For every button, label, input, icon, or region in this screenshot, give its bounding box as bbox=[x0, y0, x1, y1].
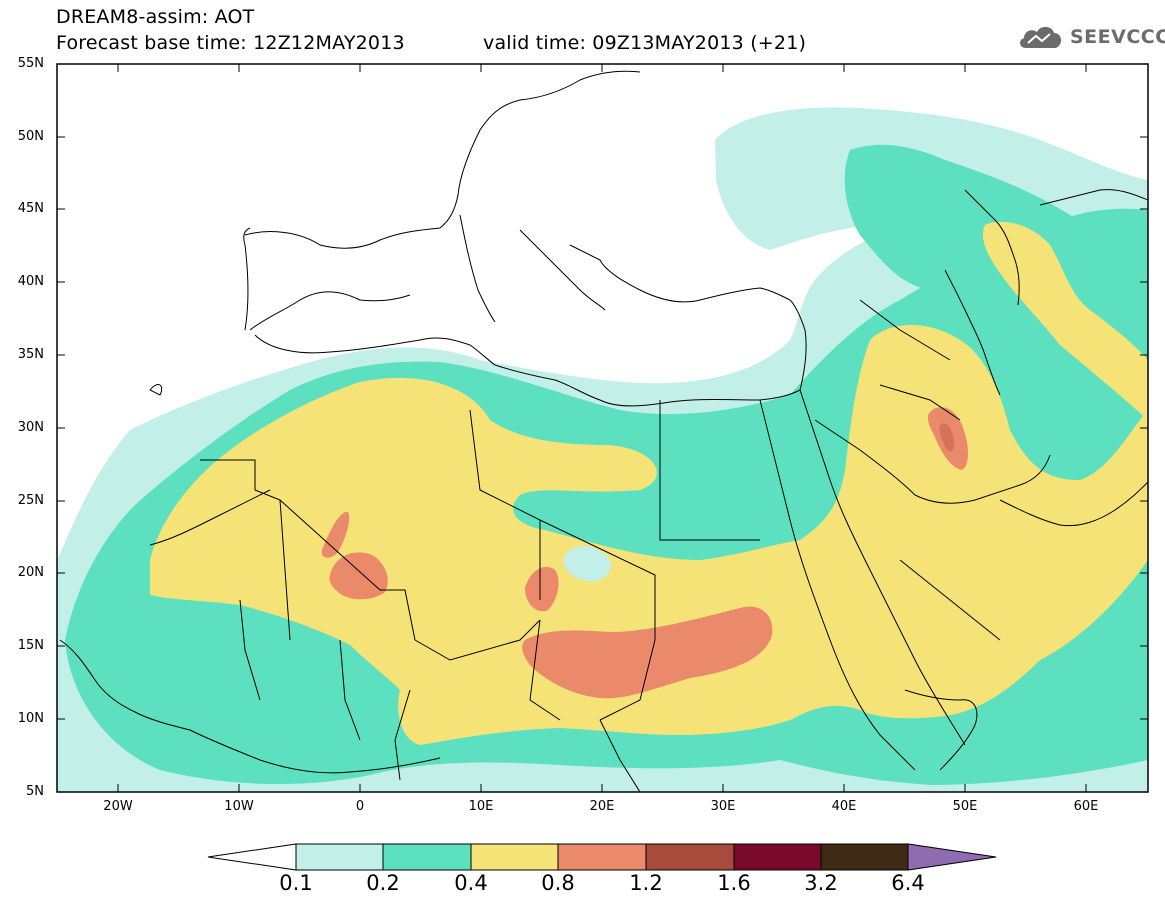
colorbar-label: 6.4 bbox=[891, 871, 925, 895]
lon-label: 20E bbox=[589, 799, 615, 814]
colorbar-label: 0.4 bbox=[454, 871, 488, 895]
lat-label: 50N bbox=[17, 129, 44, 144]
aot-band-0.8-c bbox=[525, 566, 559, 612]
lon-label: 40E bbox=[831, 799, 857, 814]
colorbar-bin-1.2 bbox=[645, 843, 735, 871]
colorbar-over-arrow bbox=[907, 843, 997, 871]
lat-label: 30N bbox=[17, 420, 44, 435]
seevccc-logo: SEEVCCC bbox=[1016, 22, 1165, 52]
aot-band-0.8-d bbox=[522, 606, 773, 699]
lat-label: 10N bbox=[17, 711, 44, 726]
aot-band-0.8-gulf bbox=[927, 407, 968, 470]
aot-field bbox=[57, 64, 1148, 792]
lat-label: 15N bbox=[17, 638, 44, 653]
lon-label: 20W bbox=[103, 799, 133, 814]
lat-label: 40N bbox=[17, 274, 44, 289]
aot-band-1.2 bbox=[939, 423, 955, 452]
colorbar-bin-0.2 bbox=[382, 843, 472, 871]
colorbar bbox=[207, 843, 997, 871]
lat-label: 55N bbox=[17, 56, 44, 71]
logo-text: SEEVCCC bbox=[1070, 26, 1165, 48]
lon-label: 0 bbox=[355, 799, 365, 814]
colorbar-bin-0.1 bbox=[295, 843, 384, 871]
colorbar-bin-3.2 bbox=[820, 843, 909, 871]
lon-label: 60E bbox=[1073, 799, 1099, 814]
lat-label: 45N bbox=[17, 201, 44, 216]
lat-label: 5N bbox=[26, 784, 44, 799]
lon-label: 30E bbox=[710, 799, 736, 814]
colorbar-label: 0.2 bbox=[366, 871, 400, 895]
forecast-base-time: Forecast base time: 12Z12MAY2013 bbox=[56, 32, 405, 54]
lat-label: 20N bbox=[17, 565, 44, 580]
lon-label: 10W bbox=[224, 799, 254, 814]
axis-ticks bbox=[57, 63, 1148, 793]
cloud-icon bbox=[1020, 26, 1062, 48]
coastlines bbox=[59, 70, 1148, 792]
aot-band-0.4 bbox=[150, 325, 1148, 745]
aot-band-0.8-a bbox=[329, 552, 388, 600]
lat-label: 25N bbox=[17, 493, 44, 508]
colorbar-label: 1.2 bbox=[629, 871, 663, 895]
valid-time: valid time: 09Z13MAY2013 (+21) bbox=[483, 32, 807, 54]
lat-label: 35N bbox=[17, 347, 44, 362]
map-title: DREAM8-assim: AOT bbox=[56, 6, 255, 28]
lon-label: 50E bbox=[952, 799, 978, 814]
aot-band-0.8-b bbox=[321, 511, 350, 558]
colorbar-label: 0.1 bbox=[279, 871, 313, 895]
colorbar-label: 0.8 bbox=[541, 871, 575, 895]
aot-band-0.4-caspian bbox=[982, 221, 1148, 420]
colorbar-under-arrow bbox=[207, 843, 297, 871]
colorbar-bin-0.4 bbox=[470, 843, 559, 871]
colorbar-bin-0.8 bbox=[557, 843, 647, 871]
colorbar-label: 1.6 bbox=[717, 871, 751, 895]
colorbar-label: 3.2 bbox=[804, 871, 838, 895]
lon-label: 10E bbox=[468, 799, 494, 814]
aot-hole bbox=[563, 545, 611, 582]
colorbar-bin-1.6 bbox=[733, 843, 822, 871]
